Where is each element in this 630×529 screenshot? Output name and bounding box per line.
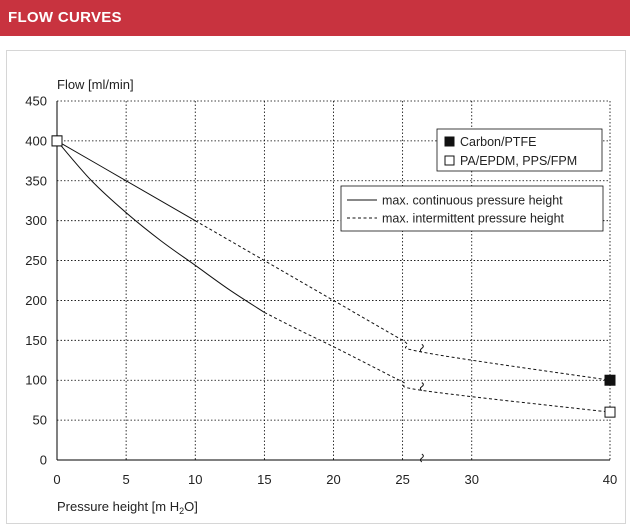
- legend-line-label-0: max. continuous pressure height: [382, 194, 563, 208]
- y-axis-label: Flow [ml/min]: [57, 77, 134, 92]
- axis-break-marks: [419, 343, 424, 463]
- x-tick-label-10: 10: [188, 472, 202, 487]
- y-tick-label-0: 0: [40, 453, 47, 468]
- axis-break-series-0: [419, 343, 424, 353]
- y-tick-label-300: 300: [25, 213, 47, 228]
- x-tick-label-25: 25: [395, 472, 409, 487]
- marker-series-1-start: [51, 135, 63, 147]
- chart-axes: [56, 101, 610, 461]
- y-tick-label-350: 350: [25, 173, 47, 188]
- curve-continuous-series-1: [56, 140, 265, 313]
- legend-lines-box: [340, 185, 604, 232]
- x-axis-label-main: Pressure height [m H: [57, 499, 179, 514]
- marker-series-0-end: [604, 374, 616, 386]
- y-tick-label-200: 200: [25, 293, 47, 308]
- curve-intermittent-series-1: [264, 311, 611, 413]
- section-header: FLOW CURVES: [0, 0, 630, 36]
- legend-materials: Carbon/PTFE PA/EPDM, PPS/FPM: [436, 128, 603, 172]
- y-tick-label-150: 150: [25, 333, 47, 348]
- x-tick-label-5: 5: [123, 472, 130, 487]
- section-title: FLOW CURVES: [8, 9, 122, 26]
- flow-curves: [56, 140, 611, 413]
- legend-material-label-1: PA/EPDM, PPS/FPM: [460, 154, 577, 168]
- y-tick-label-400: 400: [25, 133, 47, 148]
- x-axis-label-tail: O]: [184, 499, 198, 514]
- curve-continuous-series-0: [56, 140, 196, 222]
- legend-marker-1: [444, 155, 455, 166]
- axis-break-series-1: [419, 382, 424, 392]
- marker-series-1-end: [604, 406, 616, 418]
- y-tick-label-450: 450: [25, 94, 47, 109]
- x-axis-label-subscript: 2: [179, 506, 184, 516]
- x-axis-label: Pressure height [m H2O]: [57, 499, 198, 516]
- y-tick-label-50: 50: [33, 413, 47, 428]
- x-tick-label-30: 30: [465, 472, 479, 487]
- chart-grid: [57, 100, 611, 460]
- legend-material-label-0: Carbon/PTFE: [460, 135, 536, 149]
- curve-intermittent-series-0: [195, 220, 611, 381]
- y-tick-label-250: 250: [25, 253, 47, 268]
- x-tick-label-15: 15: [257, 472, 271, 487]
- legend-pressure-lines: max. continuous pressure height max. inte…: [340, 185, 604, 232]
- legend-materials-box: [436, 128, 603, 172]
- legend-marker-0: [444, 136, 455, 147]
- x-tick-label-0: 0: [53, 472, 60, 487]
- end-markers: [51, 135, 616, 418]
- legend-line-label-1: max. intermittent pressure height: [382, 212, 565, 226]
- axis-break-x-axis: [419, 453, 424, 463]
- y-tick-label-100: 100: [25, 373, 47, 388]
- x-tick-label-40: 40: [603, 472, 617, 487]
- x-tick-label-20: 20: [326, 472, 340, 487]
- tick-labels: 0 50 100 150 200 250 300 350 400 450 0 5 10 15 20 25 30 4…: [25, 94, 617, 488]
